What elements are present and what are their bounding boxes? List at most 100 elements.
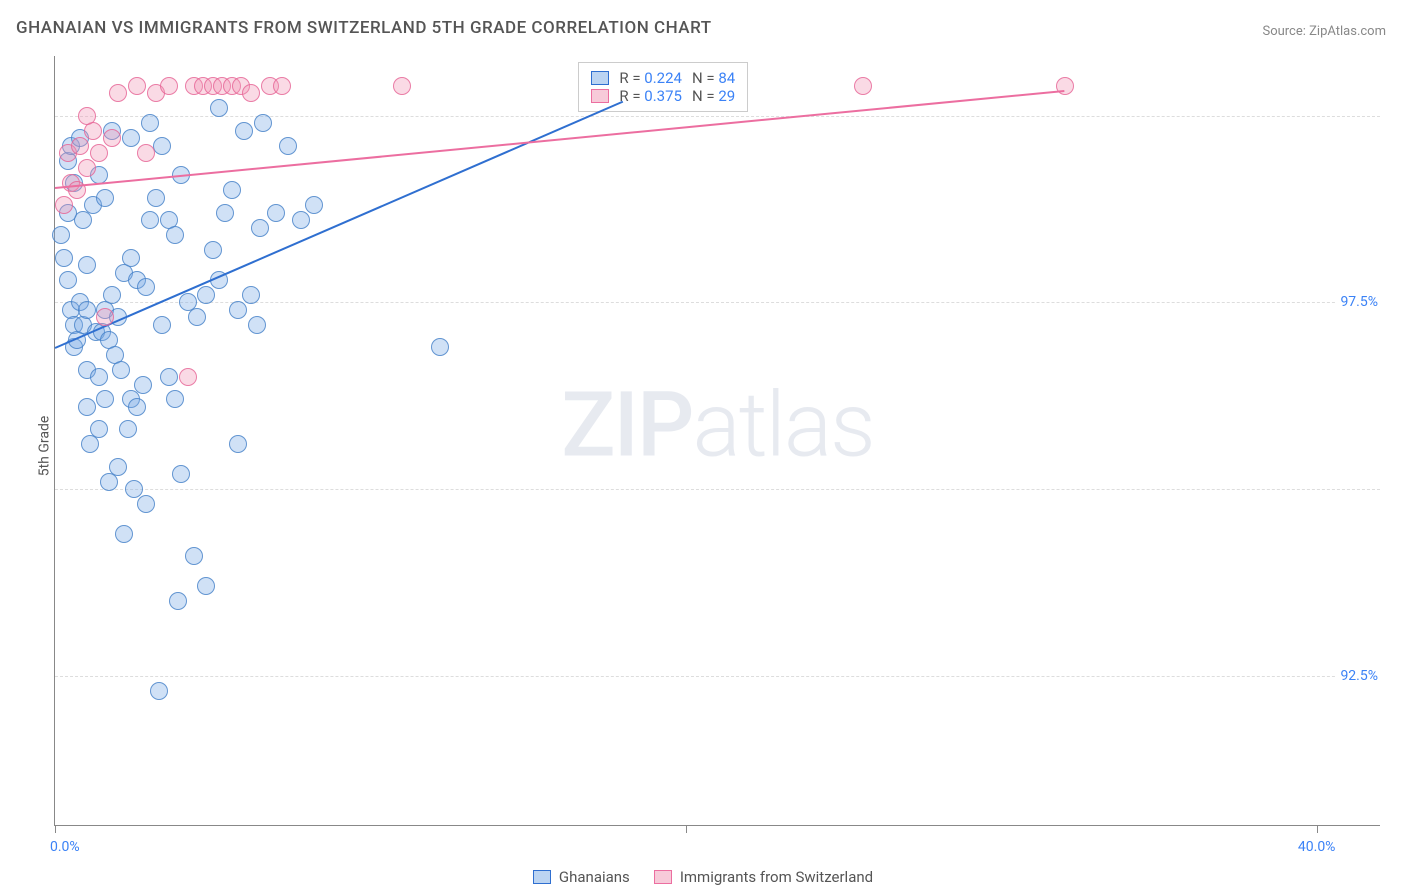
scatter-point-ghanaians [141, 211, 159, 229]
scatter-point-swiss [109, 84, 127, 102]
scatter-point-ghanaians [229, 435, 247, 453]
y-tick-label: 92.5% [1336, 668, 1382, 684]
scatter-point-ghanaians [242, 286, 260, 304]
x-tick-label: 40.0% [1298, 839, 1336, 855]
scatter-point-ghanaians [115, 525, 133, 543]
swatch-blue-icon [533, 870, 551, 884]
scatter-point-ghanaians [153, 316, 171, 334]
scatter-point-ghanaians [210, 99, 228, 117]
scatter-point-ghanaians [197, 577, 215, 595]
y-axis-label: 5th Grade [36, 416, 52, 477]
scatter-point-ghanaians [96, 189, 114, 207]
x-tick-label: 0.0% [50, 839, 80, 855]
stats-row-swiss: R = 0.375 N = 29 [591, 87, 735, 105]
scatter-point-swiss [55, 196, 73, 214]
stat-r-value: 0.375 [644, 87, 682, 105]
x-tick [686, 825, 687, 833]
scatter-point-ghanaians [197, 286, 215, 304]
scatter-point-ghanaians [248, 316, 266, 334]
scatter-point-ghanaians [204, 241, 222, 259]
stat-r-label: R = 0.224 [619, 69, 682, 87]
scatter-point-ghanaians [137, 278, 155, 296]
scatter-point-ghanaians [166, 226, 184, 244]
scatter-point-ghanaians [134, 376, 152, 394]
scatter-point-ghanaians [185, 547, 203, 565]
plot-area: ZIPatlas R = 0.224 N = 84 R = 0.375 N = … [54, 56, 1380, 826]
stat-n-label: N = 84 [692, 69, 735, 87]
scatter-point-ghanaians [147, 189, 165, 207]
scatter-point-ghanaians [125, 480, 143, 498]
scatter-point-ghanaians [235, 122, 253, 140]
scatter-point-swiss [393, 77, 411, 95]
scatter-point-ghanaians [52, 226, 70, 244]
gridline [55, 116, 1380, 117]
scatter-point-ghanaians [160, 368, 178, 386]
scatter-point-swiss [78, 107, 96, 125]
scatter-point-ghanaians [169, 592, 187, 610]
scatter-point-swiss [854, 77, 872, 95]
swatch-blue-icon [591, 71, 609, 85]
scatter-point-ghanaians [103, 286, 121, 304]
stat-r-label: R = 0.375 [619, 87, 682, 105]
scatter-point-ghanaians [137, 495, 155, 513]
scatter-point-ghanaians [172, 465, 190, 483]
legend-label: Immigrants from Switzerland [680, 868, 873, 886]
stat-r-value: 0.224 [644, 69, 682, 87]
stats-row-ghanaians: R = 0.224 N = 84 [591, 69, 735, 87]
scatter-point-ghanaians [251, 219, 269, 237]
scatter-point-ghanaians [122, 129, 140, 147]
stat-n-value: 84 [718, 69, 735, 87]
watermark-light: atlas [692, 373, 873, 478]
scatter-point-ghanaians [59, 271, 77, 289]
scatter-point-swiss [103, 129, 121, 147]
gridline [55, 489, 1380, 490]
stat-n-value: 29 [718, 87, 735, 105]
scatter-point-swiss [179, 368, 197, 386]
scatter-point-ghanaians [188, 308, 206, 326]
scatter-point-ghanaians [141, 114, 159, 132]
scatter-point-swiss [90, 144, 108, 162]
scatter-point-ghanaians [96, 390, 114, 408]
scatter-point-ghanaians [229, 301, 247, 319]
scatter-point-ghanaians [55, 249, 73, 267]
scatter-point-ghanaians [216, 204, 234, 222]
scatter-point-ghanaians [254, 114, 272, 132]
scatter-point-ghanaians [100, 473, 118, 491]
gridline [55, 676, 1380, 677]
scatter-point-swiss [128, 77, 146, 95]
x-tick [55, 825, 56, 833]
chart-title: GHANAIAN VS IMMIGRANTS FROM SWITZERLAND … [16, 18, 712, 38]
scatter-point-ghanaians [431, 338, 449, 356]
trend-line-swiss [55, 90, 1065, 189]
scatter-point-swiss [160, 77, 178, 95]
scatter-point-ghanaians [119, 420, 137, 438]
scatter-point-swiss [242, 84, 260, 102]
watermark-bold: ZIP [561, 373, 692, 478]
scatter-point-ghanaians [153, 137, 171, 155]
scatter-point-ghanaians [166, 390, 184, 408]
scatter-point-ghanaians [128, 398, 146, 416]
scatter-point-ghanaians [90, 368, 108, 386]
scatter-point-ghanaians [112, 361, 130, 379]
scatter-point-swiss [78, 159, 96, 177]
y-tick-label: 97.5% [1336, 294, 1382, 310]
source-attribution: Source: ZipAtlas.com [1262, 24, 1386, 39]
trend-line-ghanaians [55, 101, 624, 349]
scatter-point-ghanaians [292, 211, 310, 229]
chart-container: GHANAIAN VS IMMIGRANTS FROM SWITZERLAND … [0, 0, 1406, 892]
scatter-point-ghanaians [78, 256, 96, 274]
stats-box: R = 0.224 N = 84 R = 0.375 N = 29 [578, 62, 748, 112]
scatter-point-ghanaians [78, 398, 96, 416]
x-tick [1317, 825, 1318, 833]
legend: Ghanaians Immigrants from Switzerland [0, 868, 1406, 886]
scatter-point-ghanaians [305, 196, 323, 214]
legend-item-ghanaians: Ghanaians [533, 868, 630, 886]
scatter-point-ghanaians [78, 301, 96, 319]
legend-label: Ghanaians [559, 868, 630, 886]
scatter-point-swiss [137, 144, 155, 162]
swatch-pink-icon [591, 89, 609, 103]
stat-n-label: N = 29 [692, 87, 735, 105]
scatter-point-ghanaians [81, 435, 99, 453]
scatter-point-ghanaians [279, 137, 297, 155]
scatter-point-ghanaians [150, 682, 168, 700]
